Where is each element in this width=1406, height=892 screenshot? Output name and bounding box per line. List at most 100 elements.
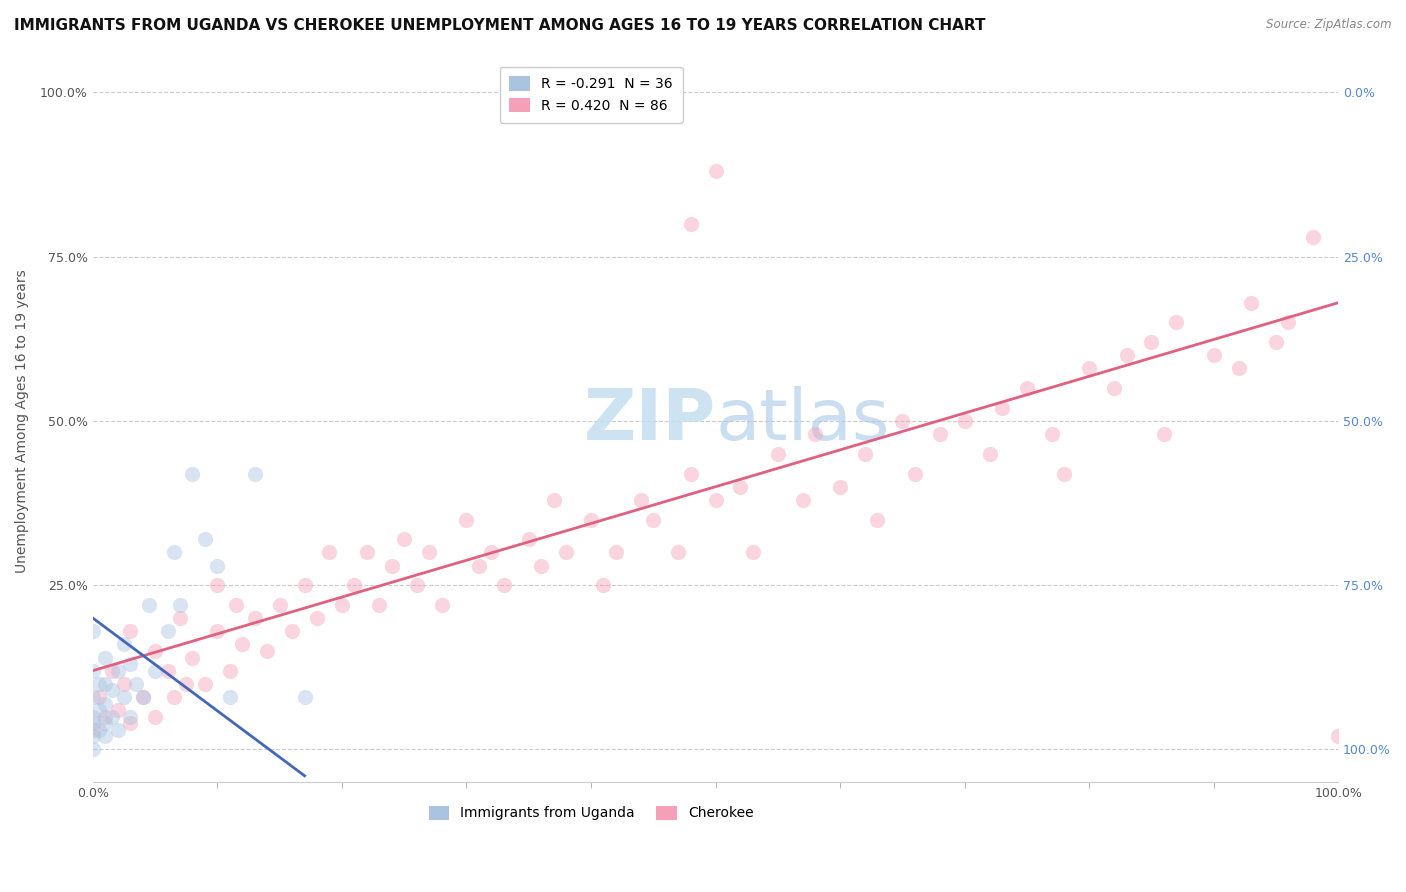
Point [82, 709, 104, 723]
Point [120, 624, 142, 639]
Point [100, 664, 122, 678]
Point [1166, 315, 1188, 329]
Point [766, 447, 789, 461]
Point [1102, 381, 1125, 395]
Legend: Immigrants from Uganda, Cherokee: Immigrants from Uganda, Cherokee [423, 800, 759, 826]
Text: ZIP: ZIP [583, 386, 716, 456]
Point [1265, 335, 1288, 350]
Point [792, 492, 814, 507]
Point [174, 677, 197, 691]
Point [120, 716, 142, 731]
Point [125, 677, 148, 691]
Y-axis label: Unemployment Among Ages 16 to 19 years: Unemployment Among Ages 16 to 19 years [15, 269, 30, 573]
Point [468, 558, 491, 573]
Point [131, 690, 153, 704]
Point [143, 644, 166, 658]
Point [1140, 335, 1163, 350]
Point [94, 677, 117, 691]
Point [120, 657, 142, 671]
Point [112, 677, 135, 691]
Point [579, 512, 602, 526]
Point [87, 723, 110, 737]
Point [87, 690, 110, 704]
Point [181, 650, 204, 665]
Point [225, 598, 247, 612]
Point [866, 512, 889, 526]
Point [294, 578, 316, 592]
Point [605, 545, 627, 559]
Point [979, 447, 1001, 461]
Point [82, 742, 104, 756]
Point [1227, 361, 1250, 376]
Point [1115, 348, 1137, 362]
Point [207, 578, 229, 592]
Point [853, 447, 876, 461]
Point [156, 624, 179, 639]
Point [704, 492, 727, 507]
Point [194, 533, 217, 547]
Point [131, 690, 153, 704]
Point [343, 578, 366, 592]
Point [100, 709, 122, 723]
Point [991, 401, 1014, 415]
Point [630, 492, 652, 507]
Point [392, 533, 415, 547]
Point [742, 545, 765, 559]
Point [94, 709, 117, 723]
Point [730, 480, 752, 494]
Point [1153, 427, 1175, 442]
Point [305, 611, 328, 625]
Point [100, 683, 122, 698]
Point [492, 578, 515, 592]
Point [1202, 348, 1225, 362]
Point [207, 558, 229, 573]
Point [1277, 315, 1299, 329]
Point [82, 624, 104, 639]
Point [82, 716, 104, 731]
Point [194, 677, 217, 691]
Point [666, 545, 689, 559]
Point [243, 611, 266, 625]
Point [330, 598, 353, 612]
Point [904, 467, 927, 481]
Point [1040, 427, 1063, 442]
Point [269, 598, 291, 612]
Point [928, 427, 950, 442]
Point [479, 545, 502, 559]
Point [107, 703, 129, 717]
Point [181, 467, 204, 481]
Point [953, 414, 976, 428]
Point [107, 664, 129, 678]
Point [218, 664, 240, 678]
Point [112, 637, 135, 651]
Text: Source: ZipAtlas.com: Source: ZipAtlas.com [1267, 18, 1392, 31]
Point [82, 730, 104, 744]
Point [368, 598, 391, 612]
Point [94, 730, 117, 744]
Point [830, 480, 852, 494]
Point [294, 690, 316, 704]
Point [112, 690, 135, 704]
Point [1327, 730, 1350, 744]
Point [82, 690, 104, 704]
Point [804, 427, 827, 442]
Point [120, 709, 142, 723]
Point [456, 512, 478, 526]
Point [94, 716, 117, 731]
Point [679, 217, 702, 231]
Point [1015, 381, 1038, 395]
Point [82, 723, 104, 737]
Point [207, 624, 229, 639]
Point [169, 611, 191, 625]
Point [430, 598, 453, 612]
Point [1302, 230, 1324, 244]
Point [543, 492, 565, 507]
Point [163, 690, 186, 704]
Point [555, 545, 578, 559]
Point [169, 598, 191, 612]
Point [679, 467, 702, 481]
Text: atlas: atlas [716, 386, 890, 456]
Point [94, 650, 117, 665]
Point [643, 512, 665, 526]
Point [891, 414, 914, 428]
